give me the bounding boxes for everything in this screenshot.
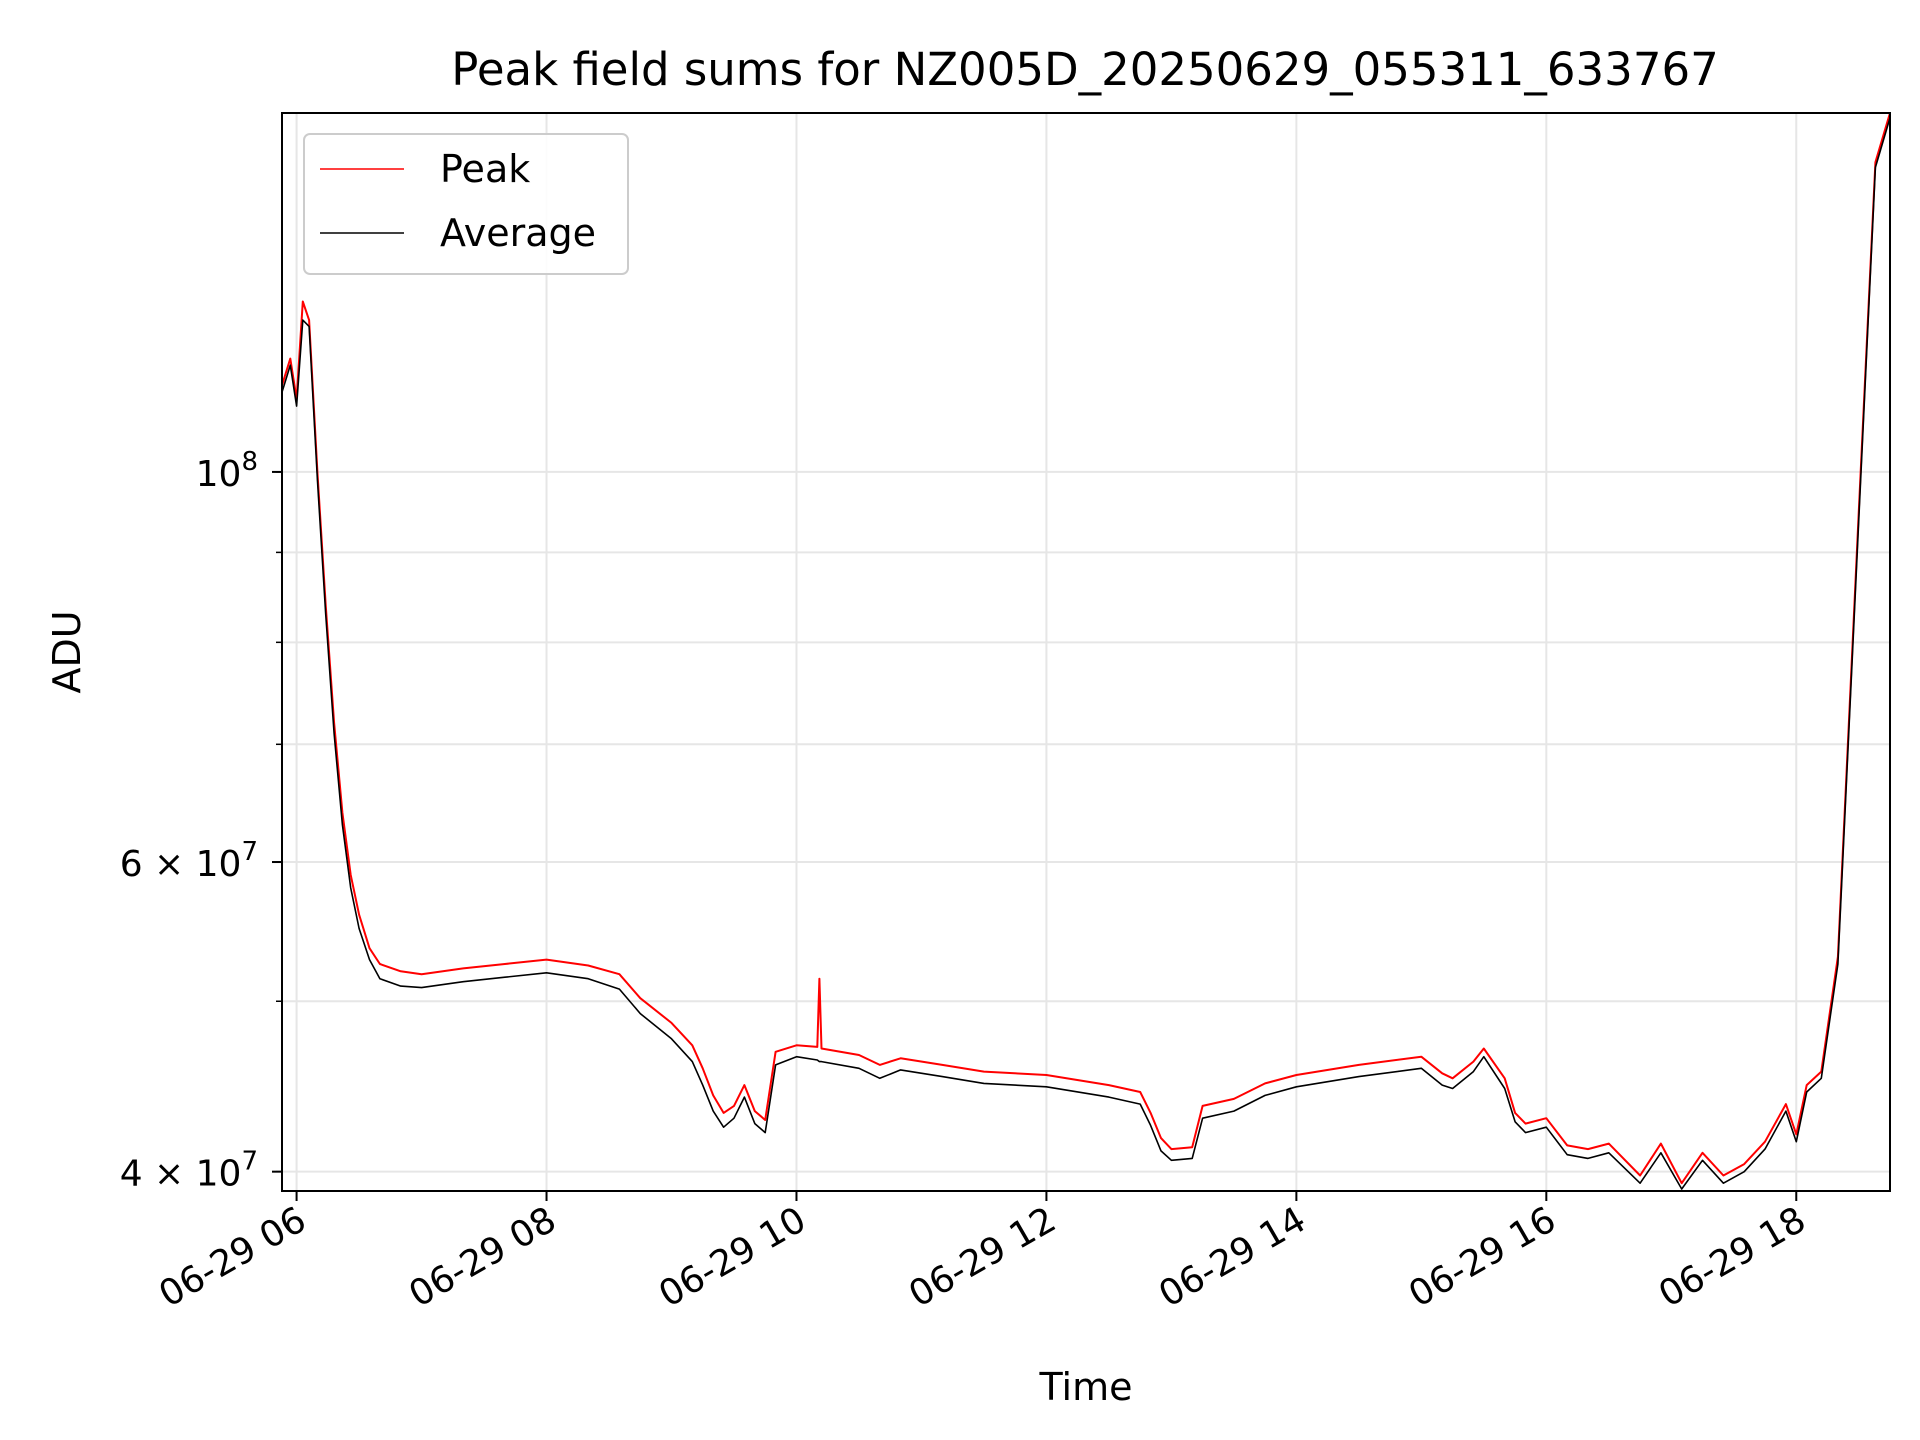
legend-label-peak: Peak	[440, 147, 530, 191]
chart-title: Peak field sums for NZ005D_20250629_0553…	[451, 43, 1718, 96]
grid	[282, 113, 1890, 1191]
legend: Peak Average	[303, 133, 629, 275]
y-axis-label: ADU	[45, 610, 89, 693]
legend-label-average: Average	[440, 211, 596, 255]
plot-frame	[281, 112, 1891, 1192]
series-line-average	[281, 117, 1891, 1190]
x-axis-label: Time	[1039, 1365, 1133, 1409]
series-line-peak	[281, 112, 1891, 1185]
y-tick-label: 108	[196, 447, 258, 495]
y-tick-label: 4 × 107	[120, 1147, 258, 1195]
series-lines	[281, 112, 1891, 1190]
y-tick-label: 6 × 107	[120, 837, 258, 885]
y-axis-ticks: 108 6 × 107 4 × 107	[120, 447, 282, 1195]
